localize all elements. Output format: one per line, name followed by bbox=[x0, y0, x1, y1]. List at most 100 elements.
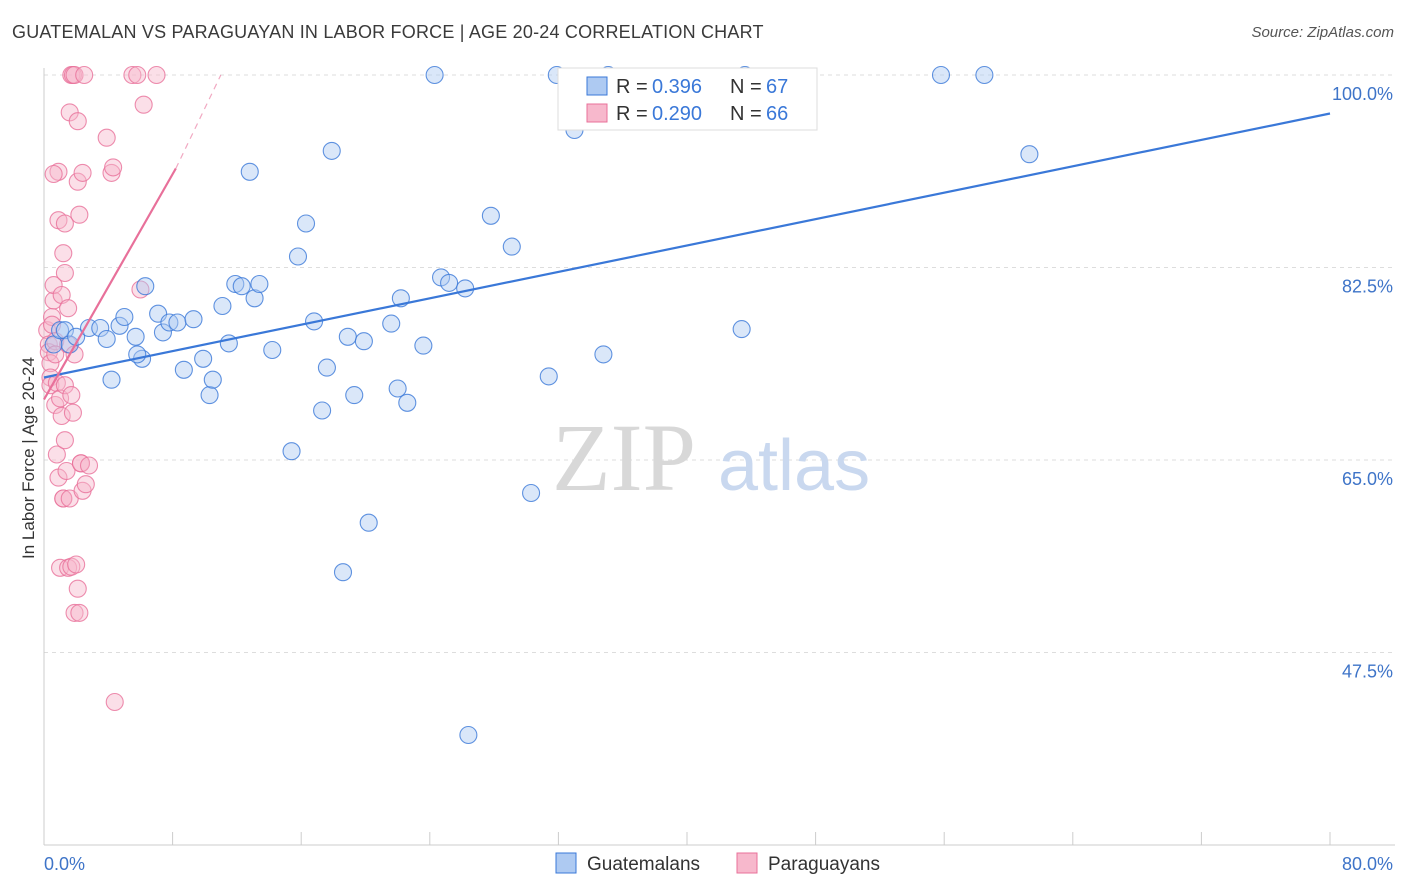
guatemalan-point bbox=[250, 274, 269, 294]
guatemalan-point bbox=[382, 314, 401, 333]
guatemalan-point bbox=[91, 318, 110, 338]
guatemalan-point bbox=[288, 247, 308, 266]
paraguayan-point bbox=[134, 95, 153, 114]
paraguayan-point bbox=[105, 692, 124, 712]
guatemalan-point bbox=[263, 340, 282, 360]
guatemalan-point bbox=[102, 370, 121, 389]
paraguayan-point bbox=[68, 112, 87, 131]
paraguayan-point bbox=[47, 445, 66, 464]
guatemalan-point bbox=[240, 162, 259, 181]
guatemalan-point bbox=[388, 379, 407, 398]
paraguayan-point bbox=[68, 579, 87, 598]
stats-legend: R = 0.396 N = 67 R = 0.290 N = 66 bbox=[557, 67, 818, 131]
paraguayan-point bbox=[55, 263, 74, 283]
y-tick-label: 100.0% bbox=[1332, 84, 1393, 104]
paraguayan-point bbox=[59, 299, 78, 318]
guatemalan-point bbox=[136, 277, 155, 296]
legend-r-label: R = bbox=[616, 103, 648, 125]
guatemalan-point bbox=[1020, 145, 1039, 164]
guatemalan-point bbox=[414, 336, 433, 355]
paraguayan-point bbox=[65, 603, 84, 622]
gridlines bbox=[44, 74, 1395, 653]
paraguayan-point bbox=[54, 489, 73, 508]
guatemalan-point bbox=[354, 332, 373, 351]
paraguayan-point bbox=[55, 431, 74, 450]
guatemalan-point bbox=[126, 327, 145, 346]
guatemalan-point bbox=[55, 321, 74, 340]
source-credit: Source: ZipAtlas.com bbox=[1251, 24, 1394, 41]
guatemalan-point bbox=[398, 393, 417, 412]
guatemalan-point bbox=[317, 358, 336, 377]
paraguayan-point bbox=[52, 406, 71, 426]
guatemalan-point bbox=[456, 279, 475, 298]
paraguayan-point bbox=[70, 205, 89, 224]
y-tick-label: 65.0% bbox=[1342, 469, 1393, 489]
guatemalans-points bbox=[44, 65, 1039, 745]
legend-r-value: 0.396 bbox=[652, 76, 702, 98]
paraguayan-point bbox=[57, 461, 76, 481]
guatemalan-point bbox=[931, 65, 951, 85]
paraguayan-point bbox=[123, 65, 142, 85]
legend-n-value: 67 bbox=[766, 76, 788, 98]
guatemalan-point bbox=[213, 296, 232, 316]
guatemalan-point bbox=[51, 321, 70, 340]
y-axis-label: In Labor Force | Age 20-24 bbox=[19, 357, 38, 559]
guatemalan-point bbox=[153, 323, 173, 342]
guatemalan-point bbox=[345, 386, 364, 405]
watermark: ZIP atlas bbox=[552, 404, 870, 511]
guatemalan-point bbox=[459, 725, 478, 745]
paraguayan-point bbox=[128, 65, 147, 85]
legend-r-label: R = bbox=[616, 76, 648, 98]
paraguayans-trend-extension bbox=[175, 74, 222, 169]
paraguayan-point bbox=[49, 162, 68, 181]
paraguayan-point bbox=[147, 65, 166, 85]
bottom-legend-paraguayans: Paraguayans bbox=[768, 854, 880, 875]
guatemalan-point bbox=[359, 513, 378, 532]
guatemalan-point bbox=[110, 316, 129, 335]
y-tick-label: 82.5% bbox=[1342, 277, 1393, 297]
guatemalan-point bbox=[97, 329, 116, 349]
paraguayan-point bbox=[67, 555, 86, 574]
guatemalan-point bbox=[313, 401, 332, 420]
bottom-legend-swatch-paraguayans bbox=[736, 852, 758, 874]
paraguayan-point bbox=[79, 456, 99, 475]
guatemalan-point bbox=[502, 237, 521, 256]
paraguayan-point bbox=[55, 214, 74, 233]
y-tick-label: 47.5% bbox=[1342, 662, 1393, 682]
guatemalan-point bbox=[200, 386, 219, 405]
guatemalan-point bbox=[440, 273, 459, 292]
x-tick-label: 80.0% bbox=[1342, 854, 1393, 874]
paraguayan-point bbox=[68, 172, 87, 191]
paraguayan-point bbox=[54, 244, 73, 263]
guatemalan-point bbox=[594, 345, 613, 364]
guatemalan-point bbox=[203, 370, 222, 389]
guatemalan-point bbox=[975, 65, 994, 85]
x-tick-label: 0.0% bbox=[44, 854, 85, 874]
legend-n-value: 66 bbox=[766, 103, 788, 125]
guatemalan-point bbox=[296, 214, 316, 233]
legend-swatch-guatemalans bbox=[586, 76, 608, 96]
guatemalan-point bbox=[232, 277, 251, 296]
legend-r-value: 0.290 bbox=[652, 103, 702, 125]
paraguayans-trend-line bbox=[43, 167, 177, 401]
legend-swatch-paraguayans bbox=[586, 103, 608, 123]
guatemalan-point bbox=[282, 442, 301, 461]
paraguayan-point bbox=[55, 376, 74, 395]
guatemalan-point bbox=[539, 367, 558, 386]
guatemalan-point bbox=[522, 483, 541, 503]
guatemalan-point bbox=[245, 289, 264, 308]
paraguayan-point bbox=[76, 475, 95, 494]
bottom-legend-guatemalans: Guatemalans bbox=[587, 854, 700, 875]
axes bbox=[43, 68, 1395, 846]
trend-lines bbox=[43, 74, 1331, 401]
guatemalan-point bbox=[194, 349, 213, 368]
paraguayan-point bbox=[63, 403, 82, 422]
guatemalan-point bbox=[115, 307, 134, 327]
watermark-zip: ZIP bbox=[552, 404, 696, 511]
paraguayan-point bbox=[62, 557, 81, 576]
guatemalan-point bbox=[322, 141, 341, 160]
guatemalan-point bbox=[184, 310, 203, 329]
y-tick-labels: 47.5% 65.0% 82.5% 100.0% bbox=[1332, 84, 1393, 682]
paraguayan-point bbox=[41, 354, 60, 373]
